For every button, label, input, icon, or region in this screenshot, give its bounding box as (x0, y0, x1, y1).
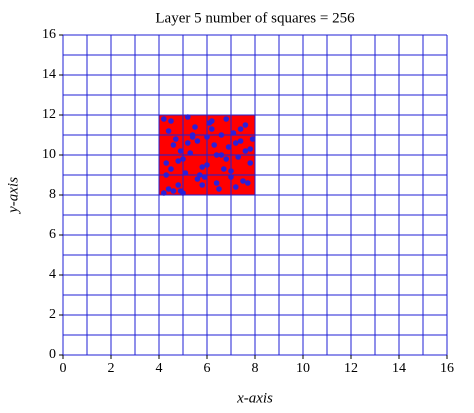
scatter-point (175, 182, 181, 188)
scatter-point (216, 186, 222, 192)
scatter-point (180, 156, 186, 162)
x-tick-label: 2 (108, 361, 115, 376)
scatter-point (233, 184, 239, 190)
x-tick-label: 12 (344, 361, 358, 376)
x-tick-label: 14 (392, 361, 406, 376)
scatter-point (249, 136, 256, 142)
scatter-point (218, 152, 225, 158)
scatter-point (204, 134, 210, 140)
scatter-point (237, 138, 244, 144)
x-tick-label: 16 (440, 361, 454, 376)
scatter-point (235, 154, 241, 160)
scatter-point (161, 190, 167, 196)
scatter-point (165, 186, 172, 192)
scatter-point (185, 114, 191, 120)
scatter-point (163, 172, 169, 178)
x-tick-label: 10 (296, 361, 310, 376)
x-axis-label: x-axis (236, 390, 273, 406)
x-tick-label: 4 (156, 361, 163, 376)
scatter-point (228, 174, 234, 180)
scatter-point (163, 160, 169, 166)
chart-title: Layer 5 number of squares = 256 (155, 10, 355, 26)
scatter-point (209, 126, 215, 132)
y-tick-label: 14 (42, 67, 56, 82)
scatter-point (247, 160, 253, 166)
scatter-point (161, 116, 167, 122)
scatter-point (233, 140, 239, 146)
x-tick-label: 0 (60, 361, 67, 376)
scatter-point (177, 188, 184, 194)
scatter-point (211, 142, 217, 148)
scatter-point (170, 188, 177, 194)
scatter-point (168, 166, 174, 172)
scatter-point (199, 164, 205, 170)
scatter-point (225, 144, 232, 150)
y-tick-label: 10 (42, 147, 56, 162)
y-tick-label: 16 (42, 27, 56, 42)
scatter-point (194, 138, 201, 144)
scatter-point (230, 130, 237, 136)
y-tick-label: 8 (49, 187, 56, 202)
scatter-point (237, 126, 244, 132)
y-tick-label: 6 (49, 227, 56, 242)
y-tick-label: 4 (49, 267, 56, 282)
x-tick-label: 8 (252, 361, 259, 376)
y-tick-label: 2 (49, 307, 56, 322)
scatter-point (218, 132, 225, 138)
scatter-point (170, 142, 177, 148)
scatter-point (201, 174, 208, 180)
scatter-point (173, 136, 179, 142)
scatter-point (189, 134, 196, 140)
scatter-point (245, 180, 251, 186)
scatter-point (187, 150, 193, 156)
scatter-point (228, 168, 234, 174)
scatter-point (199, 182, 205, 188)
scatter-point (242, 122, 249, 128)
scatter-point (242, 148, 249, 154)
scatter-point (175, 158, 181, 164)
scatter-point (223, 116, 229, 122)
scatter-point (185, 140, 191, 146)
scatter-point (204, 162, 210, 168)
scatter-point (209, 118, 215, 124)
scatter-point (165, 128, 172, 134)
scatter-point (168, 118, 174, 124)
scatter-point (213, 180, 220, 186)
x-tick-label: 6 (204, 361, 211, 376)
scatter-point (197, 172, 203, 178)
scatter-point (223, 156, 229, 162)
scatter-point (182, 170, 189, 176)
scatter-point (247, 146, 253, 152)
y-axis-label: y-axis (5, 177, 21, 215)
scatter-point (240, 178, 246, 184)
scatter-point (213, 152, 220, 158)
y-tick-label: 12 (42, 107, 56, 122)
scatter-point (221, 166, 227, 172)
scatter-point (192, 124, 198, 130)
y-tick-label: 0 (49, 347, 56, 362)
scatter-point (177, 148, 184, 154)
